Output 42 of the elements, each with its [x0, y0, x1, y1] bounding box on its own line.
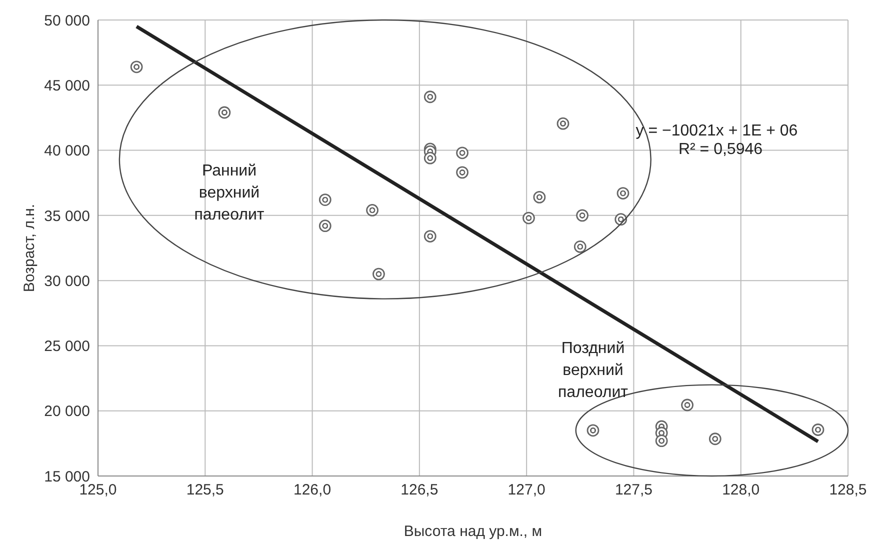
y-tick-label: 30 000	[44, 272, 90, 290]
point	[533, 190, 546, 204]
point	[424, 230, 436, 242]
point	[708, 432, 722, 446]
point	[218, 106, 231, 119]
x-tick-label: 126,0	[294, 482, 332, 499]
x-tick-label: 128,0	[722, 482, 760, 499]
point	[372, 268, 385, 280]
y-tick-label: 25 000	[44, 338, 90, 356]
x-tick-label: 125,5	[186, 482, 224, 499]
x-axis-title: Высота над ур.м., м	[404, 523, 542, 540]
point	[576, 209, 588, 222]
point	[616, 187, 630, 200]
point	[318, 194, 332, 206]
x-tick-label: 127,5	[614, 482, 652, 499]
point	[556, 117, 570, 130]
y-tick-label: 35 000	[44, 208, 90, 225]
annotation: Ранний верхний палеолит	[194, 162, 265, 224]
annotation: R² = 0,5946	[678, 141, 763, 158]
point	[456, 146, 468, 160]
point	[318, 220, 332, 232]
point	[812, 424, 824, 436]
x-tick-label: 127,0	[508, 482, 546, 499]
y-tick-label: 50 000	[44, 12, 90, 30]
y-axis-title: Возраст, л.н.	[20, 204, 38, 292]
point	[424, 90, 436, 104]
y-tick-label: 20 000	[44, 403, 90, 420]
point	[424, 152, 436, 164]
point	[681, 398, 694, 412]
annotation: Поздний верхний палеолит	[558, 340, 629, 402]
x-tick-label: 128,5	[829, 482, 867, 499]
y-tick-label: 45 000	[44, 77, 90, 94]
point	[522, 212, 535, 224]
point	[586, 424, 600, 437]
point	[456, 166, 468, 179]
point	[574, 240, 586, 253]
point	[655, 434, 668, 448]
x-tick-label: 126,5	[400, 482, 438, 499]
y-tick-label: 40 000	[44, 142, 90, 160]
annotation: y = −10021x + 1E + 06	[636, 122, 798, 140]
point	[130, 60, 143, 74]
point	[366, 204, 378, 216]
